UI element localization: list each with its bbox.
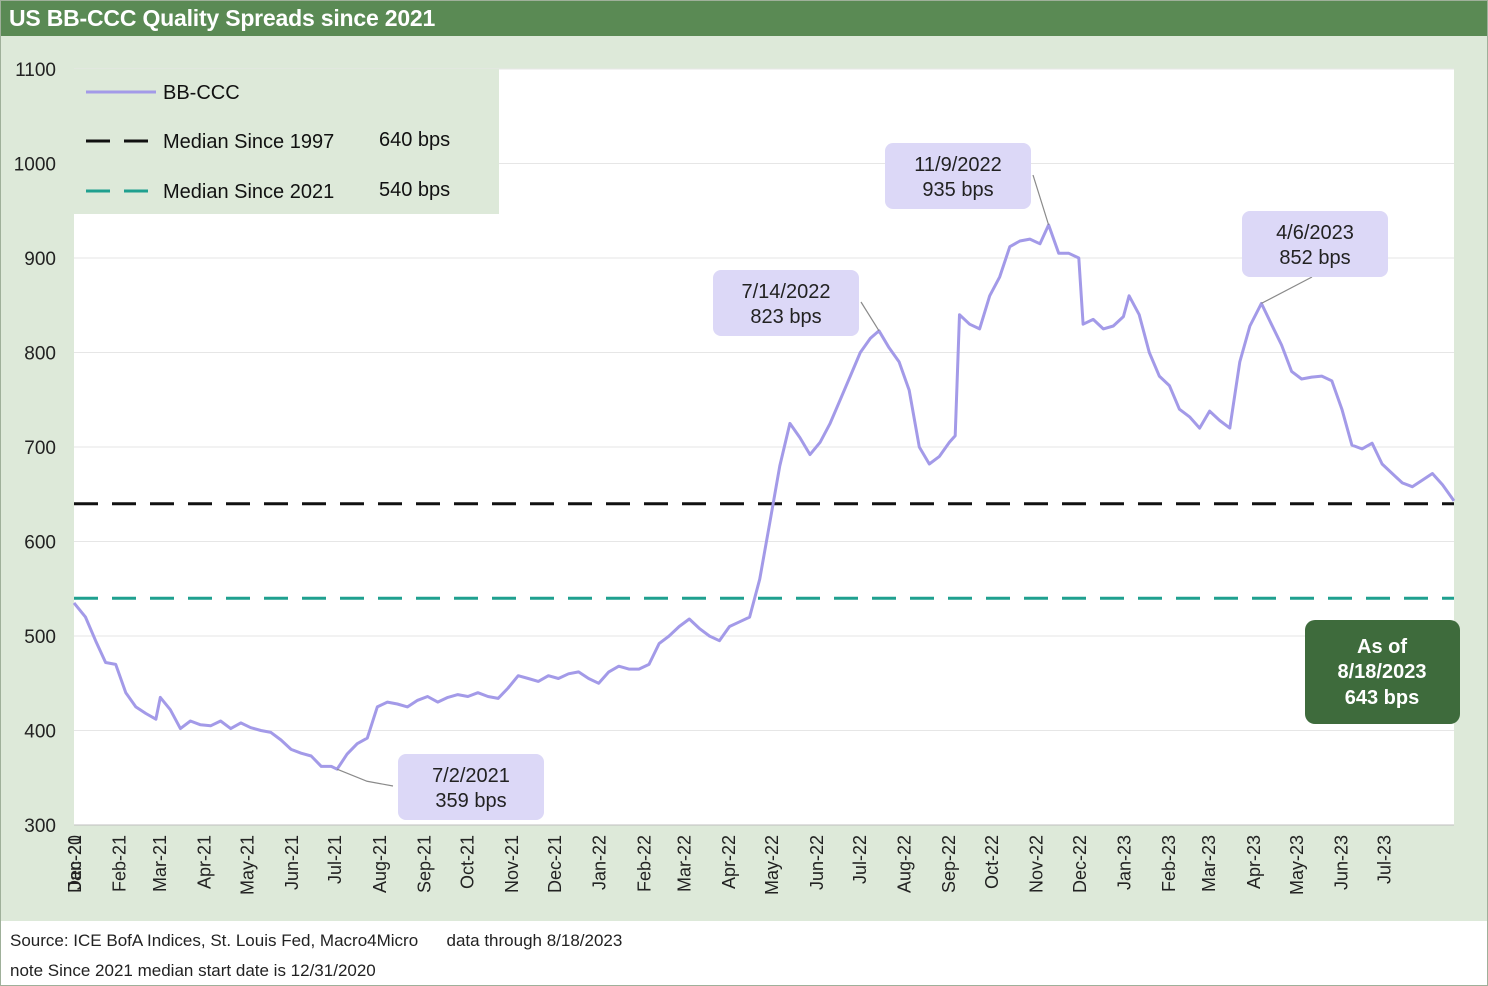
current-callout-line1: As of: [1357, 636, 1407, 658]
current-value-callout: As of 8/18/2023 643 bps: [1305, 620, 1460, 724]
x-tick-label: Jun-21: [282, 835, 302, 890]
legend-label-bb-ccc: BB-CCC: [163, 82, 240, 104]
x-tick-label: Mar-23: [1199, 835, 1219, 892]
x-tick-label: Apr-21: [194, 835, 214, 889]
annotation-leader: [1261, 276, 1313, 304]
x-tick-label: Feb-23: [1159, 835, 1179, 892]
x-tick-label: Feb-21: [110, 835, 130, 892]
x-tick-label: Sep-21: [414, 835, 434, 893]
annotation-leader: [336, 768, 394, 787]
y-tick-label: 400: [24, 722, 56, 743]
x-tick-label: Jan-21: [65, 835, 85, 890]
x-tick-label: Jan-22: [590, 835, 610, 890]
annotation-leader: [1032, 174, 1050, 226]
x-tick-label: Jul-23: [1375, 835, 1395, 884]
legend-label-median-2021: Median Since 2021: [163, 181, 334, 203]
median-lines: [74, 502, 1454, 600]
annotation-date: 7/14/2022: [742, 281, 831, 303]
series-layer: [72, 223, 1456, 771]
x-tick-label: Nov-22: [1027, 835, 1047, 893]
current-callout-box: [1305, 620, 1460, 724]
x-tick-label: Oct-22: [982, 835, 1002, 889]
x-tick-label: Apr-22: [719, 835, 739, 889]
x-tick-label: Aug-22: [894, 835, 914, 893]
annotation-leader: [860, 301, 880, 332]
x-tick-label: Nov-21: [502, 835, 522, 893]
x-tick-label: Oct-21: [457, 835, 477, 889]
x-tick-label: Jun-23: [1331, 835, 1351, 890]
annotation-date: 4/6/2023: [1276, 222, 1354, 244]
x-tick-label: May-23: [1287, 835, 1307, 895]
annotation-box: [398, 754, 544, 820]
annotation-callout: 4/6/2023 852 bps: [1242, 211, 1388, 304]
x-tick-label: Apr-23: [1244, 835, 1264, 889]
title-bar: US BB-CCC Quality Spreads since 2021: [1, 1, 1487, 36]
x-tick-label: May-22: [762, 835, 782, 895]
legend-value-median-1997: 640 bps: [379, 129, 450, 151]
source-note: Source: ICE BofA Indices, St. Louis Fed,…: [10, 931, 623, 950]
y-tick-label: 700: [24, 438, 56, 459]
y-tick-label: 800: [24, 344, 56, 365]
x-tick-label: Sep-22: [939, 835, 959, 893]
current-callout-line2: 8/18/2023: [1338, 661, 1427, 683]
annotation-date: 7/2/2021: [432, 765, 510, 787]
annotation-callout: 7/2/2021 359 bps: [336, 754, 544, 820]
chart-title: US BB-CCC Quality Spreads since 2021: [9, 5, 436, 31]
chart-panel: 300 400 500 600 700 800 900 1000 1100 Dec-20 Jan-…: [1, 36, 1487, 921]
annotation-callout: 11/9/2022 935 bps: [885, 143, 1050, 226]
x-tick-label: Dec-22: [1070, 835, 1090, 893]
x-tick-label: Aug-21: [370, 835, 390, 893]
y-tick-label: 600: [24, 533, 56, 554]
annotation-value: 852 bps: [1279, 247, 1350, 269]
x-tick-label: Jul-21: [325, 835, 345, 884]
annotations: 7/2/2021 359 bps 7/14/2022 823 bps 11/9/2022…: [336, 143, 1388, 820]
y-tick-label: 1000: [14, 155, 56, 176]
annotation-date: 11/9/2022: [914, 154, 1002, 176]
annotation-box: [1242, 211, 1388, 277]
annotation-value: 359 bps: [435, 790, 506, 812]
annotation-box: [713, 270, 859, 336]
x-tick-label: Feb-22: [634, 835, 654, 892]
median-note: note Since 2021 median start date is 12/…: [10, 961, 376, 980]
x-tick-label: Dec-20: [65, 835, 85, 893]
legend: BB-CCC Median Since 1997 640 bps Median …: [74, 69, 499, 214]
y-tick-label: 500: [24, 627, 56, 648]
y-axis: 300 400 500 600 700 800 900 1000 1100: [14, 60, 56, 837]
bb-ccc-series-line: [72, 223, 1456, 771]
x-tick-label: May-21: [238, 835, 258, 895]
legend-label-median-1997: Median Since 1997: [163, 131, 334, 153]
annotation-box: [885, 143, 1031, 209]
y-tick-label: 1100: [15, 60, 56, 81]
legend-value-median-2021: 540 bps: [379, 179, 450, 201]
current-callout-line3: 643 bps: [1345, 687, 1419, 709]
annotation-value: 823 bps: [750, 306, 821, 328]
y-tick-label: 900: [24, 249, 56, 270]
annotation-value: 935 bps: [922, 179, 993, 201]
x-tick-label: Mar-21: [150, 835, 170, 892]
footer: Source: ICE BofA Indices, St. Louis Fed,…: [1, 921, 1487, 985]
x-tick-label: Mar-22: [675, 835, 695, 892]
x-tick-label: Dec-21: [545, 835, 565, 893]
x-tick-label: Jul-22: [850, 835, 870, 884]
y-tick-label: 300: [24, 816, 56, 837]
annotation-callout: 7/14/2022 823 bps: [713, 270, 880, 336]
x-tick-label: Jan-23: [1114, 835, 1134, 890]
x-tick-label: Jun-22: [807, 835, 827, 890]
